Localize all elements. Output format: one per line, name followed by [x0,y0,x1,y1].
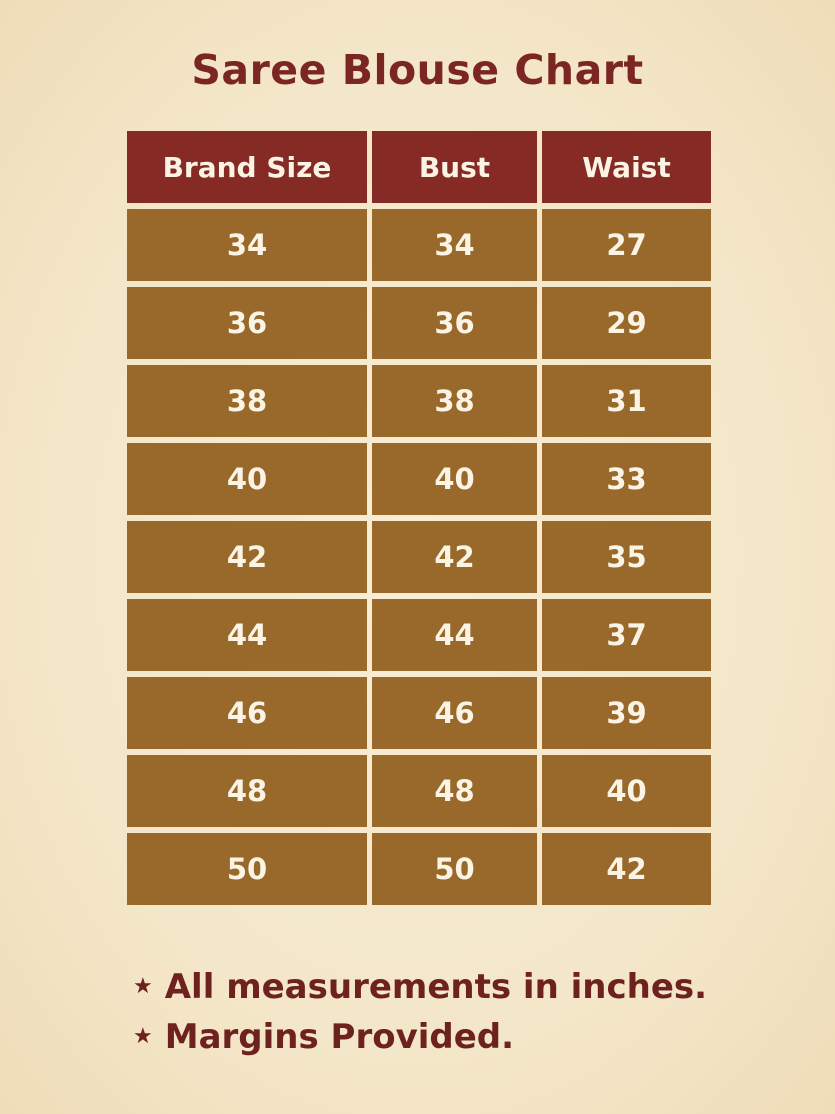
column-header: Brand Size [127,131,367,203]
column-header: Bust [372,131,537,203]
table-cell: 34 [127,209,367,281]
table-cell: 31 [542,365,711,437]
table-cell: 44 [127,599,367,671]
size-chart-table: Brand Size Bust Waist 34 34 27 36 36 29 38 38 31 40 4… [127,131,711,905]
note-text: All measurements in inches. [164,967,708,1007]
table-cell: 34 [372,209,537,281]
table-cell: 33 [542,443,711,515]
note-item: ★ All measurements in inches. [133,962,707,1012]
table-cell: 50 [127,833,367,905]
table-cell: 39 [542,677,711,749]
star-icon: ★ [133,974,153,999]
page-title: Saree Blouse Chart [191,46,644,94]
table-cell: 44 [372,599,537,671]
table-cell: 38 [127,365,367,437]
table-cell: 40 [127,443,367,515]
table-cell: 50 [372,833,537,905]
table-cell: 42 [127,521,367,593]
table-cell: 37 [542,599,711,671]
table-cell: 48 [372,755,537,827]
table-cell: 35 [542,521,711,593]
note-item: ★ Margins Provided. [133,1012,707,1062]
table-cell: 42 [542,833,711,905]
table-cell: 48 [127,755,367,827]
column-header: Waist [542,131,711,203]
note-text: Margins Provided. [164,1017,515,1057]
table-cell: 38 [372,365,537,437]
table-cell: 46 [127,677,367,749]
notes-list: ★ All measurements in inches. ★ Margins Pro… [133,962,707,1062]
table-cell: 40 [372,443,537,515]
table-cell: 42 [372,521,537,593]
table-cell: 46 [372,677,537,749]
table-cell: 27 [542,209,711,281]
table-cell: 36 [127,287,367,359]
table-cell: 36 [372,287,537,359]
table-cell: 40 [542,755,711,827]
table-cell: 29 [542,287,711,359]
star-icon: ★ [133,1024,153,1049]
